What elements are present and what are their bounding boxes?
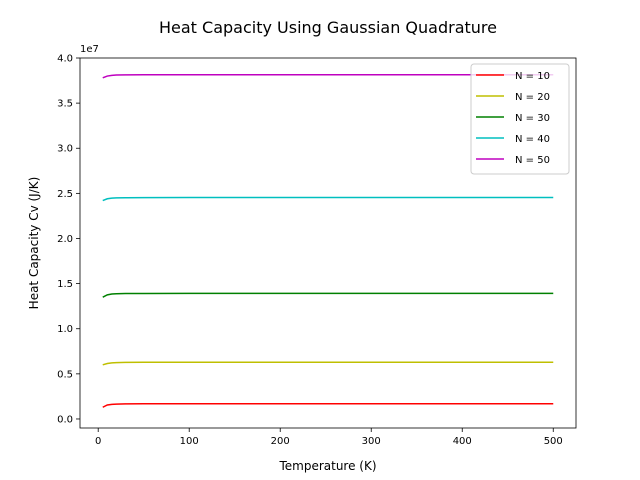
y-tick-label: 4.0 [57,54,73,65]
series-line-1 [102,402,554,408]
x-tick-label: 200 [271,436,290,447]
x-tick-label: 300 [362,436,381,447]
series-line-5 [102,73,554,79]
plot-area: 0 100 200 300 400 500 0.0 0.5 1.0 1.5 2.0 2.5 3.0 3.… [57,54,577,447]
y-tick-label: 2.5 [57,189,73,200]
legend-label-2: N = 20 [515,92,550,103]
y-tick-label: 3.0 [57,144,73,155]
legend-label-5: N = 50 [515,155,550,166]
y-tick-label: 0.5 [57,369,73,380]
series-line-4 [102,196,554,202]
y-tick-label: 1.0 [57,324,73,335]
x-tick-label: 400 [453,436,472,447]
y-offset-label: 1e7 [80,44,99,55]
y-tick-label: 3.5 [57,99,73,110]
series-line-3 [102,292,554,298]
y-axis-label: Heat Capacity Cv (J/K) [27,177,41,310]
x-tick-label: 500 [544,436,563,447]
y-tick-label: 0.0 [57,414,73,425]
x-tick-label: 0 [95,436,101,447]
y-tick-label: 1.5 [57,279,73,290]
chart-title: Heat Capacity Using Gaussian Quadrature [159,18,497,37]
axes-frame [79,57,577,429]
series-line-2 [102,361,554,366]
legend-label-4: N = 40 [515,134,550,145]
x-axis-ticks: 0 100 200 300 400 500 [95,428,563,447]
series-layer [102,73,554,408]
legend-label-1: N = 10 [515,71,550,82]
legend-label-3: N = 30 [515,113,550,124]
x-tick-label: 100 [180,436,199,447]
legend: N = 10 N = 20 N = 30 N = 40 N = 50 [470,63,570,175]
legend-box [470,63,570,175]
x-axis-label: Temperature (K) [278,459,376,473]
y-tick-label: 2.0 [57,234,73,245]
y-axis-ticks: 0.0 0.5 1.0 1.5 2.0 2.5 3.0 3.5 4.0 [57,54,80,425]
